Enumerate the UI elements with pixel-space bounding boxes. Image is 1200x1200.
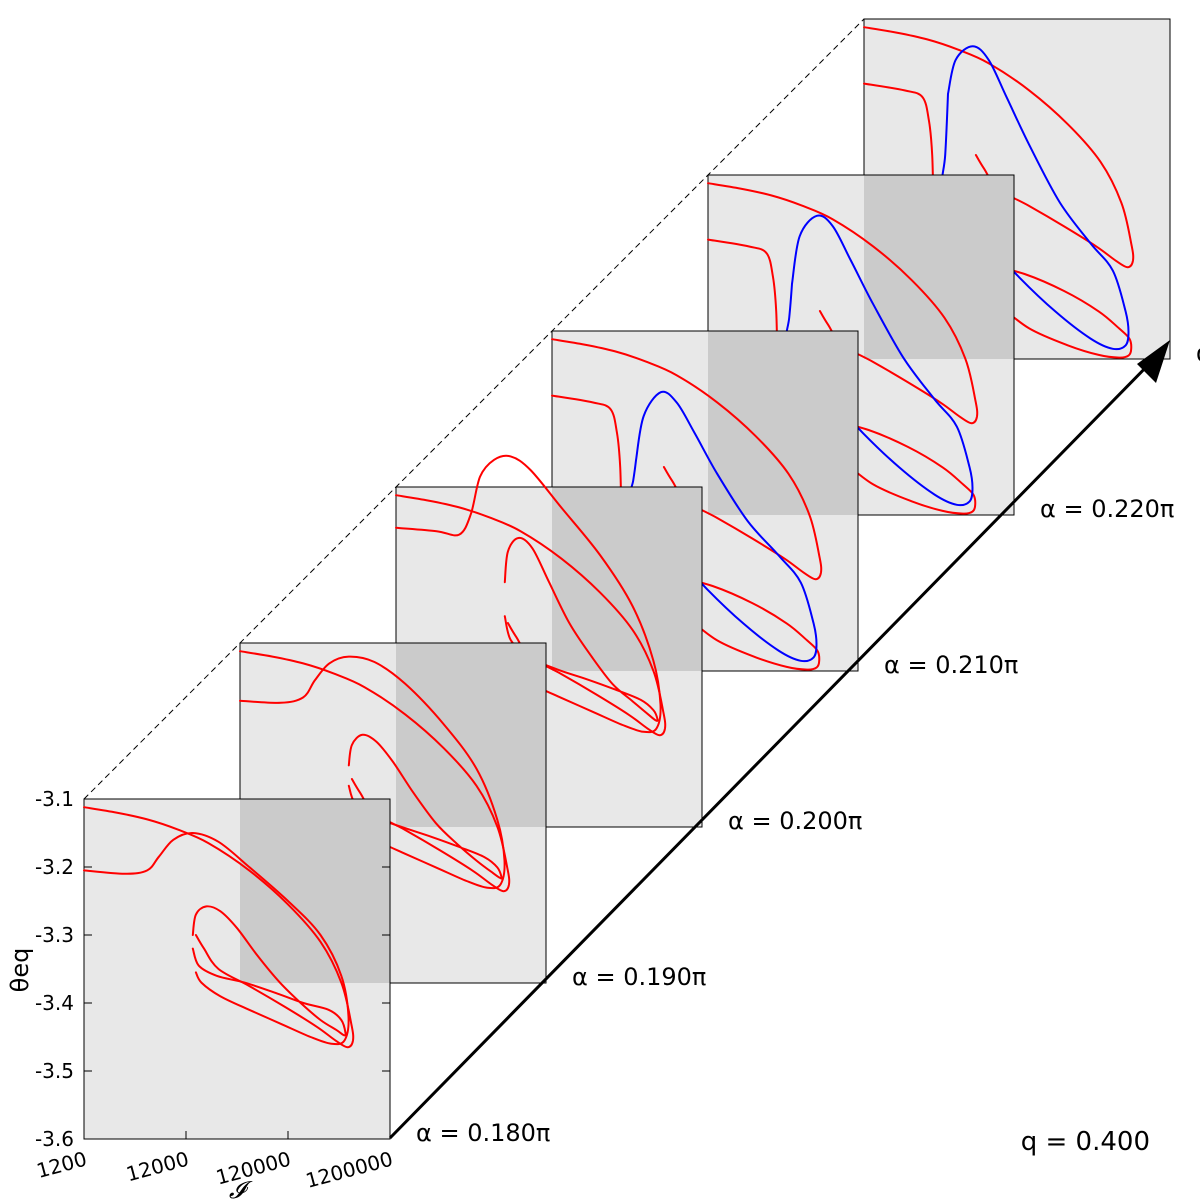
panel-overlap — [864, 175, 1014, 359]
q-value-label: q = 0.400 — [1021, 1127, 1150, 1157]
alpha-label: α = 0.200π — [728, 807, 862, 835]
y-tick-label: -3.1 — [35, 787, 74, 811]
panel-overlap — [552, 487, 702, 671]
panel-overlap — [240, 799, 390, 983]
alpha-axis-line — [388, 353, 1160, 1140]
curve-inner-red — [863, 82, 1133, 359]
curve-island-red — [503, 536, 659, 722]
curve-outer-red — [863, 26, 1135, 269]
curve-island-red — [191, 905, 347, 1037]
alpha-label: α = 0.230π — [1196, 339, 1200, 367]
alpha-label: α = 0.190π — [572, 963, 706, 991]
alpha-label: α = 0.180π — [416, 1119, 550, 1147]
curve-inner-red — [83, 831, 350, 1046]
curve-outer-red — [707, 182, 979, 425]
y-tick-label: -3.4 — [35, 991, 74, 1015]
curve-island-red — [347, 733, 503, 880]
curve-outer-red — [395, 494, 667, 737]
y-axis-title: θeq — [6, 948, 34, 993]
guide-top-left — [83, 18, 865, 800]
curve-inner-red — [395, 454, 662, 734]
x-tick-label: 12000 — [124, 1147, 192, 1187]
y-tick-label: -3.5 — [35, 1059, 74, 1083]
curve-outer-red — [239, 650, 511, 893]
y-tick-label: -3.2 — [35, 855, 74, 879]
panel-overlap — [708, 331, 858, 515]
curve-outer-red — [83, 806, 355, 1049]
alpha-label: α = 0.220π — [1040, 495, 1174, 523]
panel-stack: α = 0.230π α = 0.220π α = 0.210π α = 0.200π… — [83, 18, 1200, 1147]
x-tick-label: 1200000 — [303, 1147, 395, 1193]
x-tick-label: 1200 — [34, 1147, 89, 1183]
y-tick-label: -3.3 — [35, 923, 74, 947]
alpha-label: α = 0.210π — [884, 651, 1018, 679]
panel-0: α = 0.180π — [83, 798, 550, 1147]
panel-overlap — [396, 643, 546, 827]
x-tick-label: 120000 — [213, 1147, 293, 1190]
curve-outer-red — [551, 338, 823, 581]
curve-inner-red — [239, 655, 506, 890]
alpha-axis-arrowhead — [1137, 340, 1170, 383]
curve-inner-red — [551, 394, 821, 671]
alpha-axis-arrow — [388, 340, 1170, 1140]
y-tick-label: -3.6 — [35, 1127, 74, 1151]
curve-inner-red — [707, 238, 977, 515]
